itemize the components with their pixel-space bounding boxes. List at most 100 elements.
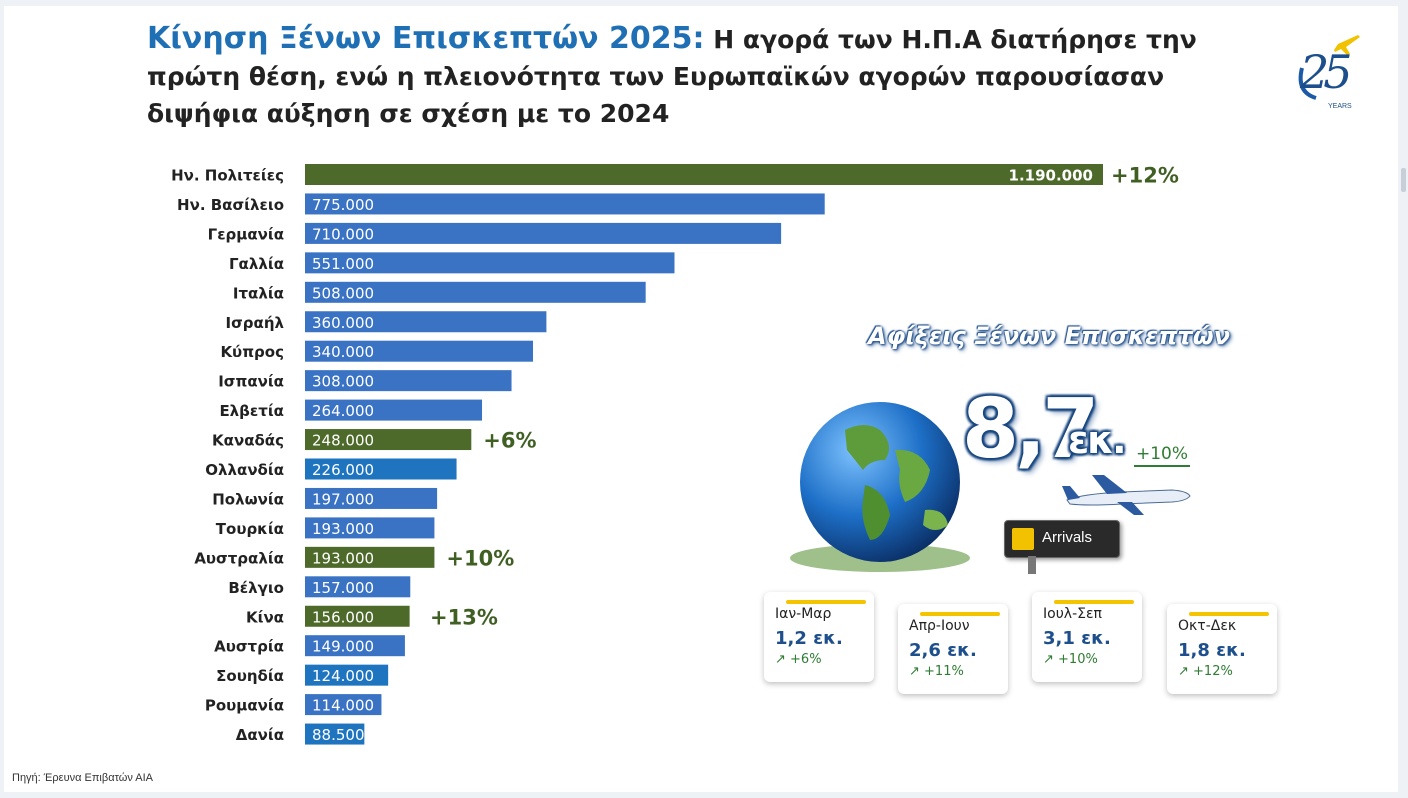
- arrivals-sign-post: [1028, 556, 1036, 574]
- page-title: Κίνηση Ξένων Επισκεπτών 2025: Η αγορά τω…: [147, 20, 1257, 132]
- quarter-accent: [1189, 612, 1269, 616]
- growth-annotation: +6%: [483, 429, 536, 453]
- quarter-card-q1: Ιαν-Μαρ 1,2 εκ. ↗ +6%: [764, 592, 874, 682]
- quarter-period: Ιουλ-Σεπ: [1043, 606, 1102, 622]
- bar: [305, 517, 435, 539]
- growth-annotation: +13%: [430, 605, 498, 629]
- value-label: 156.000: [312, 608, 374, 626]
- bar: [305, 576, 411, 598]
- category-label: Γαλλία: [229, 255, 284, 273]
- arrivals-sign-label: Arrivals: [1042, 529, 1093, 546]
- category-label: Τουρκία: [216, 520, 284, 538]
- value-label: 551.000: [312, 255, 374, 273]
- growth-annotation: +12%: [1111, 164, 1179, 188]
- value-label: 710.000: [312, 225, 374, 243]
- category-label: Ρουμανία: [205, 697, 284, 715]
- bar: [305, 635, 405, 657]
- category-label: Ολλανδία: [205, 461, 284, 479]
- infographic-heading: Αφίξεις Ξένων Επισκεπτών: [868, 322, 1230, 350]
- bar: [305, 164, 1103, 185]
- quarter-value: 2,6 εκ.: [909, 640, 977, 661]
- bar: [305, 429, 472, 451]
- total-arrivals-number: 8,7: [962, 382, 1099, 477]
- logo-number: 25: [1299, 45, 1350, 99]
- category-label: Ην. Βασίλειο: [177, 196, 284, 214]
- bar: [305, 340, 533, 362]
- bar: [305, 546, 435, 568]
- bar: [305, 605, 410, 627]
- value-label: 149.000: [312, 638, 374, 656]
- bar: [305, 664, 389, 686]
- value-label: 775.000: [312, 196, 374, 214]
- frame-top: [0, 0, 1408, 6]
- quarter-value: 3,1 εκ.: [1043, 628, 1111, 649]
- category-label: Κίνα: [246, 608, 284, 626]
- value-label: 88.500: [312, 726, 365, 744]
- category-label: Κύπρος: [220, 343, 284, 361]
- category-label: Ιταλία: [233, 284, 284, 302]
- quarter-period: Απρ-Ιουν: [909, 618, 970, 634]
- bar: [305, 222, 782, 244]
- title-lead: Κίνηση Ξένων Επισκεπτών 2025:: [147, 21, 705, 56]
- category-label: Ισπανία: [218, 373, 284, 391]
- frame-bottom: [0, 792, 1408, 798]
- category-label: Βέλγιο: [228, 579, 284, 597]
- bar: [305, 487, 438, 509]
- category-label: Ισραήλ: [226, 314, 285, 332]
- value-label: 193.000: [312, 520, 374, 538]
- quarter-value: 1,8 εκ.: [1178, 640, 1246, 661]
- airplane-icon: [1062, 475, 1191, 515]
- frame-left: [0, 0, 4, 798]
- value-label: 360.000: [312, 314, 374, 332]
- category-label: Δανία: [236, 726, 284, 744]
- arrivals-sign: Arrivals: [1004, 520, 1120, 558]
- total-arrivals-unit: εκ.: [1068, 418, 1127, 462]
- category-label: Αυστρία: [214, 638, 284, 656]
- bar-chart: Ην. Πολιτείες 1.190.000 +12% Ην. Βασίλειο 77…: [171, 164, 1179, 745]
- bar: [305, 281, 646, 303]
- quarter-card-q4: Οκτ-Δεκ 1,8 εκ. ↗ +12%: [1167, 604, 1277, 694]
- arrivals-plane-icon: [1012, 528, 1034, 550]
- bar: [305, 694, 382, 716]
- quarter-growth: ↗ +12%: [1178, 664, 1233, 679]
- total-arrivals-growth: +10%: [1134, 444, 1191, 467]
- quarter-growth: ↗ +11%: [909, 664, 964, 679]
- quarter-card-q2: Απρ-Ιουν 2,6 εκ. ↗ +11%: [898, 604, 1008, 694]
- anniversary-logo: 25 YEARS: [1298, 35, 1360, 110]
- bar: [305, 252, 675, 274]
- category-label: Καναδάς: [212, 432, 284, 450]
- value-label: 248.000: [312, 432, 374, 450]
- category-label: Σουηδία: [216, 667, 284, 685]
- quarter-growth: ↗ +10%: [1043, 652, 1098, 667]
- source-note: Πηγή: Έρευνα Επιβατών ΑΙΑ: [12, 772, 154, 784]
- value-label: 193.000: [312, 549, 374, 567]
- quarter-growth: ↗ +6%: [775, 652, 822, 667]
- bar: [305, 399, 483, 421]
- value-label: 264.000: [312, 402, 374, 420]
- bar: [305, 458, 457, 480]
- growth-annotation: +10%: [446, 546, 514, 570]
- title-rest: Η αγορά των Η.Π.Α διατήρησε την πρώτη θέ…: [147, 25, 1197, 128]
- value-label: 197.000: [312, 490, 374, 508]
- bar: [305, 723, 365, 745]
- quarter-value: 1,2 εκ.: [775, 628, 843, 649]
- value-label: 114.000: [312, 697, 374, 715]
- quarter-accent: [786, 600, 866, 604]
- value-label: 124.000: [312, 667, 374, 685]
- quarter-card-q3: Ιουλ-Σεπ 3,1 εκ. ↗ +10%: [1032, 592, 1142, 682]
- value-label: 226.000: [312, 461, 374, 479]
- category-label: Γερμανία: [208, 225, 284, 243]
- logo-years: YEARS: [1328, 103, 1352, 110]
- plane-icon: [1334, 35, 1360, 55]
- category-label: Ελβετία: [219, 402, 284, 420]
- value-label: 508.000: [312, 284, 374, 302]
- category-label: Πολωνία: [212, 490, 284, 508]
- scroll-marker: [1401, 168, 1406, 192]
- globe-icon: [790, 402, 970, 572]
- frame-right: [1398, 0, 1408, 798]
- value-label: 157.000: [312, 579, 374, 597]
- quarter-accent: [920, 612, 1000, 616]
- value-label: 308.000: [312, 373, 374, 391]
- quarter-period: Ιαν-Μαρ: [775, 606, 832, 622]
- bar: [305, 311, 547, 333]
